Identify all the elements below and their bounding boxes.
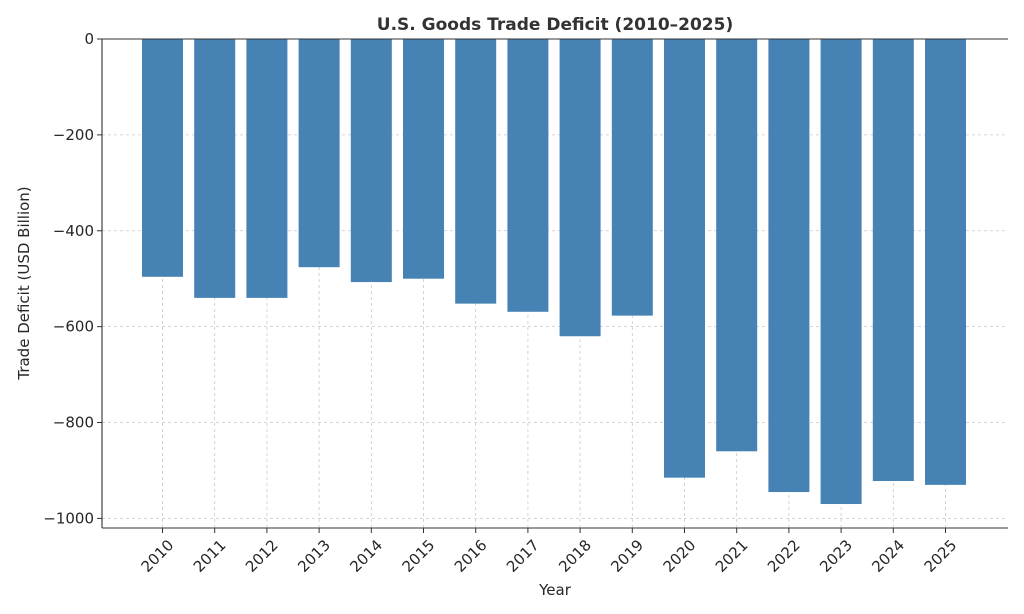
x-axis-ticks: 2010 2011 2012 2013 2014 2015 2016 2017 2018 2019…: [138, 528, 961, 576]
bar-2021: [716, 39, 758, 452]
y-axis-ticks: 0 −200 −400 −600 −800 −1000: [43, 30, 102, 527]
x-tick-label: 2021: [712, 536, 752, 576]
bar-2018: [559, 39, 601, 337]
x-tick-label: 2019: [607, 536, 647, 576]
x-tick-label: 2012: [242, 536, 282, 576]
x-axis-label: Year: [538, 581, 572, 599]
x-tick-label: 2022: [764, 536, 804, 576]
x-tick-label: 2017: [503, 536, 543, 576]
bar-2015: [403, 39, 444, 279]
bar-2024: [872, 39, 914, 482]
axes: [101, 38, 1008, 529]
y-tick-label: −1000: [43, 509, 94, 527]
y-tick-label: 0: [84, 30, 94, 48]
y-tick-label: −800: [53, 414, 94, 432]
x-tick-label: 2025: [921, 536, 961, 576]
x-tick-label: 2023: [816, 536, 856, 576]
grid: [102, 38, 1008, 528]
x-tick-label: 2014: [346, 536, 386, 576]
bar-2022: [768, 39, 810, 493]
bar-2017: [507, 39, 549, 312]
chart-title: U.S. Goods Trade Deficit (2010–2025): [377, 15, 733, 35]
y-axis-label: Trade Deficit (USD Billion): [15, 186, 33, 380]
bar-2016: [455, 39, 497, 304]
x-tick-label: 2011: [190, 536, 230, 576]
x-tick-label: 2024: [868, 536, 908, 576]
x-tick-label: 2020: [660, 536, 700, 576]
bars: [142, 39, 966, 505]
bar-2014: [350, 39, 392, 283]
x-tick-label: 2015: [399, 536, 439, 576]
bar-2012: [246, 39, 288, 298]
x-tick-label: 2016: [451, 536, 491, 576]
x-tick-label: 2018: [555, 536, 595, 576]
bar-2023: [820, 39, 862, 505]
y-tick-label: −400: [53, 222, 94, 240]
y-tick-label: −600: [53, 318, 94, 336]
bar-2020: [664, 39, 705, 478]
bar-2025: [925, 39, 966, 485]
x-tick-label: 2013: [294, 536, 334, 576]
bar-2019: [611, 39, 653, 316]
bar-2013: [298, 39, 340, 268]
x-tick-label: 2010: [138, 536, 178, 576]
bar-2010: [142, 39, 183, 277]
y-tick-label: −200: [53, 126, 94, 144]
bar-2011: [194, 39, 236, 298]
